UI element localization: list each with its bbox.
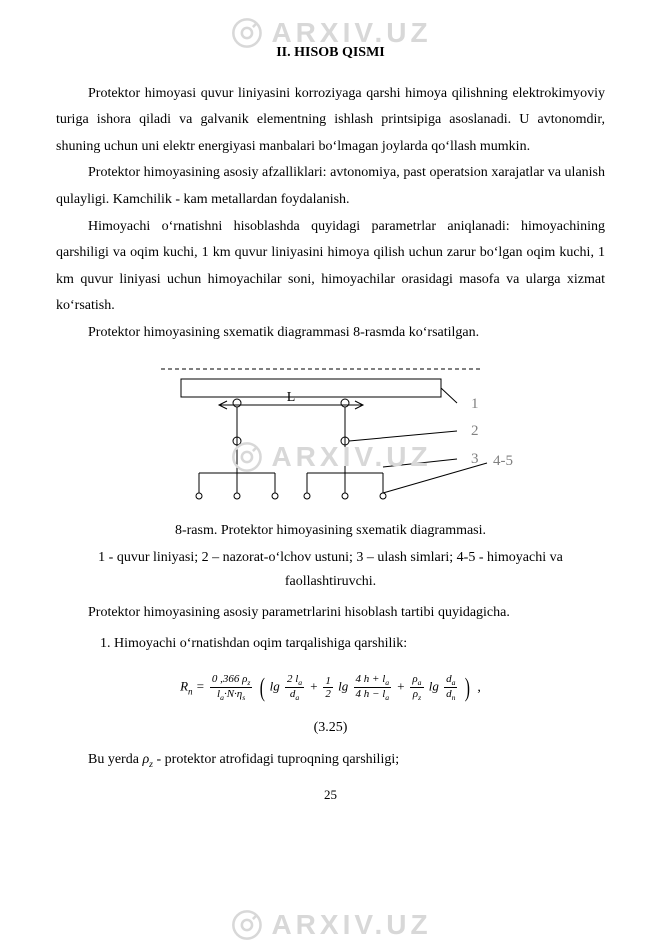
- numbered-list: Himoyachi o‘rnatishdan oqim tarqalishiga…: [56, 631, 605, 658]
- svg-text:4-5: 4-5: [493, 453, 513, 469]
- formula-note-prefix: Bu yerda: [88, 752, 142, 767]
- formula-body: Rn = 0 ,366 ρzla·N·ηs ( lg 2 lada + 12 l…: [180, 663, 471, 712]
- svg-text:2: 2: [471, 423, 479, 439]
- formula-3-25: Rn = 0 ,366 ρzla·N·ηs ( lg 2 lada + 12 l…: [56, 663, 605, 712]
- paragraph-3: Himoyachi o‘rnatishni hisoblashda quyida…: [56, 214, 605, 320]
- formula-trailing-comma: ,: [477, 675, 481, 702]
- figure-caption-line2: 1 - quvur liniyasi; 2 – nazorat-o‘lchov …: [56, 546, 605, 594]
- formula-note-symbol: ρz: [142, 752, 153, 767]
- figure-caption-line1: 8-rasm. Protektor himoyasining sxematik …: [56, 519, 605, 543]
- formula-coef: 0 ,366: [212, 673, 240, 685]
- equation-number: (3.25): [56, 715, 605, 742]
- svg-text:1: 1: [471, 396, 479, 412]
- paragraph-1: Protektor himoyasi quvur liniyasini korr…: [56, 81, 605, 161]
- paragraph-4: Protektor himoyasining sxematik diagramm…: [56, 320, 605, 347]
- watermark-bottom: ARXIV.UZ: [229, 898, 431, 951]
- paragraph-2: Protektor himoyasining asosiy afzallikla…: [56, 160, 605, 213]
- section-title: II. HISOB QISMI: [56, 40, 605, 67]
- figure-8-svg: L 1 2 3 4-5: [141, 355, 521, 515]
- watermark-logo-icon: [229, 908, 263, 942]
- watermark-text: ARXIV.UZ: [271, 898, 431, 951]
- formula-note-suffix: - protektor atrofidagi tuproqning qarshi…: [157, 752, 400, 767]
- formula-note: Bu yerda ρz - protektor atrofidagi tupro…: [56, 747, 605, 774]
- svg-text:L: L: [286, 390, 295, 405]
- figure-8: L 1 2 3 4-5: [56, 355, 605, 515]
- after-figure-intro: Protektor himoyasining asosiy parametrla…: [56, 600, 605, 627]
- list-item-1: Himoyachi o‘rnatishdan oqim tarqalishiga…: [114, 631, 605, 658]
- page-number: 25: [56, 783, 605, 808]
- svg-text:3: 3: [471, 451, 479, 467]
